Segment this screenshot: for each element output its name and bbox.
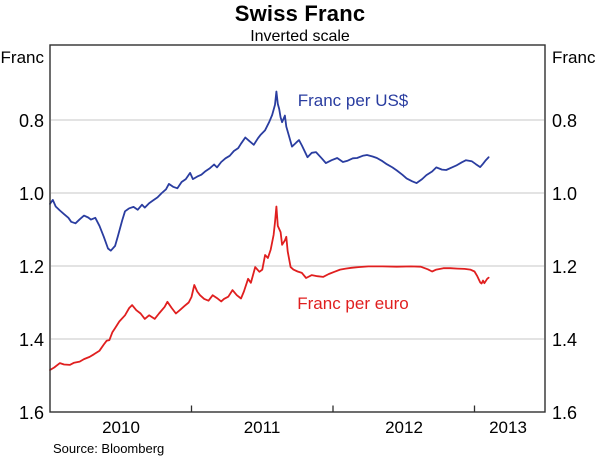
y-tick-label-left: 1.4	[18, 330, 44, 350]
x-year-label: 2012	[385, 418, 423, 437]
y-tick-label-left: 1.0	[18, 184, 44, 204]
y-tick-label-left: 1.2	[18, 257, 44, 277]
chart-title: Swiss Franc	[234, 1, 366, 26]
y-tick-label-left: 1.6	[18, 403, 44, 423]
series-label-franc-per-usd: Franc per US$	[297, 91, 409, 110]
franc-per-usd-line	[49, 90, 490, 252]
y-tick-label-right: 1.4	[552, 330, 578, 350]
franc-per-euro-line	[49, 205, 490, 371]
y-tick-label-right: 1.0	[552, 184, 578, 204]
x-year-label: 2011	[243, 418, 281, 437]
y-tick-label-right: 0.8	[552, 111, 578, 131]
y-axis-unit-left: Franc	[0, 48, 44, 67]
y-tick-label-left: 0.8	[18, 111, 44, 131]
x-year-label: 2010	[102, 418, 140, 437]
chart-subtitle: Inverted scale	[250, 28, 350, 45]
source-note: Source: Bloomberg	[53, 441, 165, 456]
plot-frame	[49, 44, 546, 413]
y-tick-label-right: 1.2	[552, 257, 578, 277]
y-tick-label-right: 1.6	[552, 403, 578, 423]
x-year-label: 2013	[489, 418, 527, 437]
y-axis-unit-right: Franc	[552, 48, 596, 67]
series-label-franc-per-euro: Franc per euro	[297, 294, 409, 313]
